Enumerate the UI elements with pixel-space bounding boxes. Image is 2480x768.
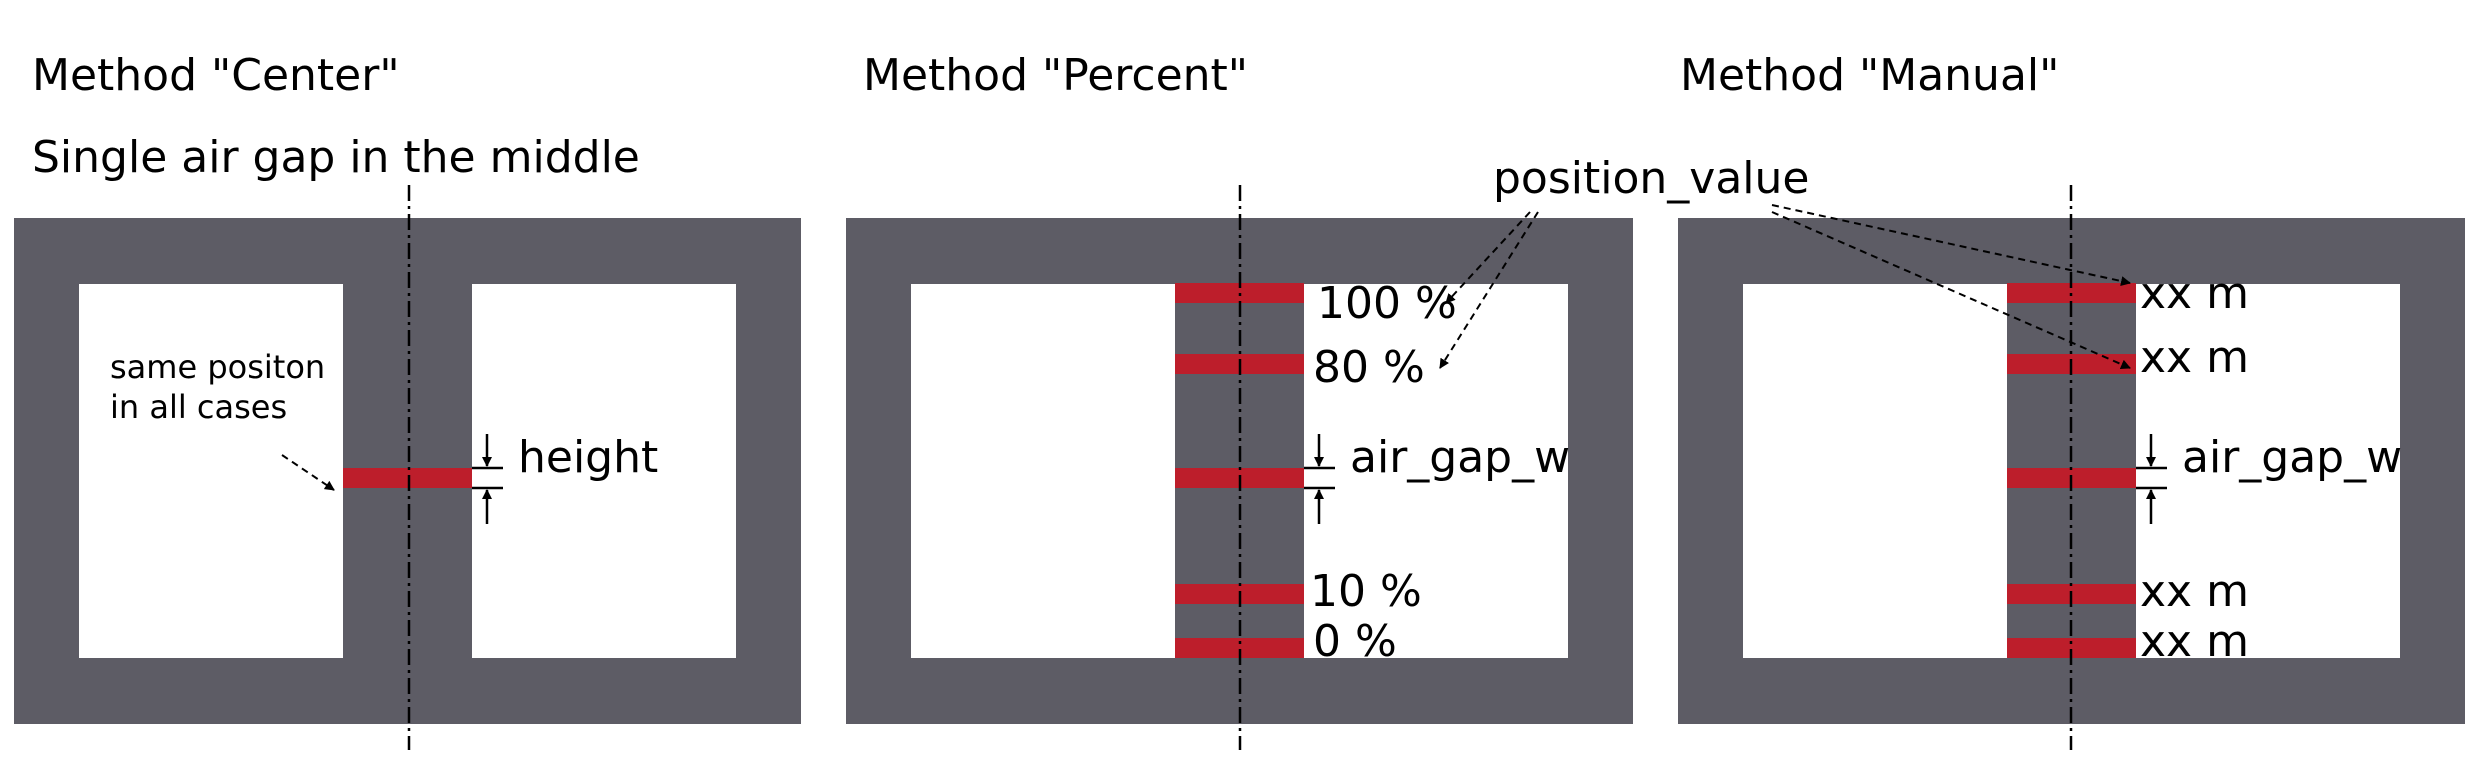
winding-window-right bbox=[472, 284, 736, 658]
air-gap-w-label: air_gap_w bbox=[2182, 432, 2402, 483]
note-arrow bbox=[281, 454, 335, 491]
air-gap-manual-4 bbox=[2007, 638, 2136, 658]
position-value-label: position_value bbox=[1493, 153, 1809, 204]
note-line-1: same positon bbox=[110, 348, 325, 386]
callout-arrow-manual-1 bbox=[1771, 204, 2131, 286]
gap-label-xx-4: xx m bbox=[2140, 616, 2249, 667]
callout-arrow-manual-2 bbox=[1771, 211, 2131, 369]
gap-label-xx-1: xx m bbox=[2140, 268, 2249, 319]
winding-window-left bbox=[1743, 284, 2007, 658]
position-value-callout: position_value bbox=[1439, 153, 2131, 369]
panel-center-subtitle: Single air gap in the middle bbox=[32, 132, 640, 183]
air-gap-w-dimension bbox=[1304, 434, 1335, 524]
gap-label-xx-2: xx m bbox=[2140, 332, 2249, 383]
gap-label-xx-3: xx m bbox=[2140, 566, 2249, 617]
height-label: height bbox=[518, 432, 658, 483]
gap-label-80: 80 % bbox=[1313, 342, 1425, 393]
winding-window-left bbox=[911, 284, 1175, 658]
callout-arrow-80 bbox=[1439, 211, 1539, 369]
gap-label-100: 100 % bbox=[1317, 278, 1457, 329]
gap-label-0: 0 % bbox=[1313, 616, 1397, 667]
height-dimension bbox=[472, 434, 503, 524]
gap-label-10: 10 % bbox=[1310, 566, 1422, 617]
panel-center: Method "Center" Single air gap in the mi… bbox=[14, 50, 801, 750]
panel-percent-title: Method "Percent" bbox=[863, 50, 1248, 101]
winding-window-right bbox=[1304, 284, 1568, 658]
air-gap-w-dimension bbox=[2136, 434, 2167, 524]
panel-center-title: Method "Center" bbox=[32, 50, 400, 101]
winding-window-right bbox=[2136, 284, 2400, 658]
panel-manual: Method "Manual" xx m xx m xx m xx m air_… bbox=[1678, 50, 2465, 750]
callout-arrow-100 bbox=[1445, 211, 1531, 304]
winding-window-left bbox=[79, 284, 343, 658]
panel-manual-title: Method "Manual" bbox=[1680, 50, 2059, 101]
air-gap-center bbox=[343, 468, 472, 488]
air-gap-w-label: air_gap_w bbox=[1350, 432, 1570, 483]
panel-percent: Method "Percent" 100 % 80 % 10 % 0 % air… bbox=[846, 50, 1633, 750]
air-gap-0 bbox=[1175, 638, 1304, 658]
note-line-2: in all cases bbox=[110, 388, 287, 426]
